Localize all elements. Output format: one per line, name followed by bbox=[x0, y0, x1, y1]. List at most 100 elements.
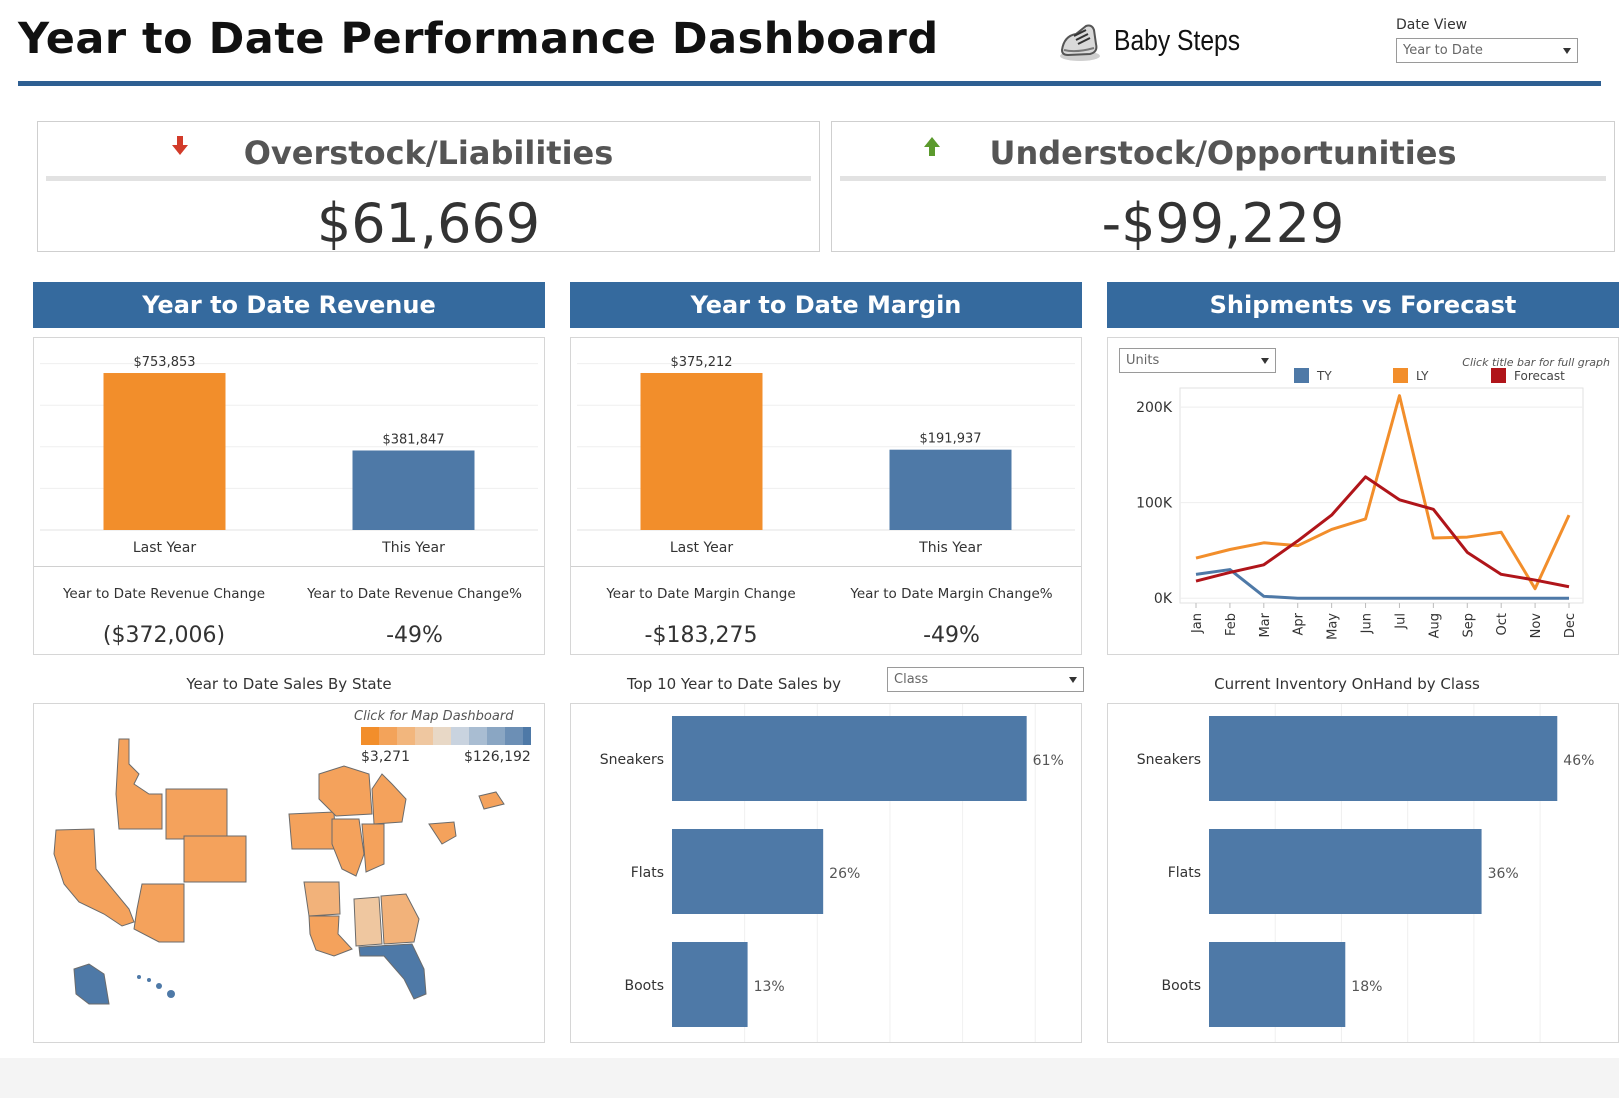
date-view-label: Date View bbox=[1396, 17, 1468, 33]
state-georgia[interactable] bbox=[380, 893, 420, 945]
shipments-title-bar[interactable]: Shipments vs Forecast bbox=[1107, 282, 1619, 328]
top10-bar-sneakers bbox=[672, 716, 1027, 801]
map-color-legend bbox=[361, 727, 531, 745]
shipments-panel: Units Click title bar for full graph TY L… bbox=[1107, 337, 1619, 655]
understock-title: Understock/Opportunities bbox=[989, 134, 1457, 172]
top10-category-label: Flats bbox=[631, 865, 664, 881]
state-illinois[interactable] bbox=[331, 818, 365, 877]
margin-title-bar[interactable]: Year to Date Margin bbox=[570, 282, 1082, 328]
kpi-divider bbox=[46, 176, 811, 181]
inventory-bar-sneakers bbox=[1209, 716, 1558, 801]
understock-value: -$99,229 bbox=[1101, 192, 1345, 255]
revenue-change-value: ($372,006) bbox=[102, 623, 226, 648]
state-michigan[interactable] bbox=[371, 773, 407, 825]
inventory-category-label: Flats bbox=[1168, 865, 1201, 881]
state-wisconsin[interactable] bbox=[318, 765, 373, 817]
top10-bar-flats bbox=[672, 829, 824, 914]
state-iowa[interactable] bbox=[288, 811, 337, 850]
legend-swatch-ly bbox=[1393, 368, 1408, 383]
legend-swatch-ty bbox=[1294, 368, 1309, 383]
revenue-category-label: This Year bbox=[381, 540, 445, 556]
revenue-panel: $753,853 Last Year $381,847 This Year Year … bbox=[33, 337, 545, 655]
x-tick-label: Jul bbox=[1393, 613, 1408, 630]
brand-logo: Baby Steps bbox=[1056, 20, 1262, 62]
class-select-value: Class bbox=[894, 672, 929, 687]
legend-min: $3,271 bbox=[361, 749, 410, 765]
top10-category-label: Boots bbox=[624, 978, 664, 994]
us-state-map[interactable] bbox=[34, 704, 544, 1042]
top10-value-label: 26% bbox=[829, 866, 860, 882]
state-massachusetts[interactable] bbox=[478, 791, 505, 810]
state-map-title: Year to Date Sales By State bbox=[186, 675, 392, 693]
state-maryland[interactable] bbox=[428, 821, 457, 845]
state-arizona[interactable] bbox=[133, 883, 185, 943]
revenue-bar-chart: $753,853 Last Year $381,847 This Year bbox=[40, 355, 538, 556]
legend-label-ly: LY bbox=[1416, 369, 1429, 383]
shipments-line-chart: TY LY Forecast 0K 100K 200K Jan Feb Mar Apr May Jun… bbox=[1136, 368, 1584, 640]
shoe-icon bbox=[1060, 24, 1100, 61]
dashboard-canvas: Year to Date Performance Dashboard Baby … bbox=[0, 0, 1619, 1058]
margin-panel: $375,212 Last Year $191,937 This Year Year … bbox=[570, 337, 1082, 655]
state-alaska[interactable] bbox=[73, 963, 110, 1005]
inventory-category-label: Boots bbox=[1161, 978, 1201, 994]
class-select[interactable]: Class bbox=[887, 667, 1084, 692]
revenue-change-pct-label: Year to Date Revenue Change% bbox=[307, 586, 522, 602]
inventory-value-label: 46% bbox=[1563, 753, 1594, 769]
x-tick-label: Feb bbox=[1224, 613, 1239, 636]
brand-name: Baby Steps bbox=[1114, 24, 1241, 57]
margin-change-pct-label: Year to Date Margin Change% bbox=[850, 586, 1053, 602]
legend-max: $126,192 bbox=[464, 749, 531, 765]
x-tick-label: Jun bbox=[1360, 613, 1375, 634]
map-dashboard-hint[interactable]: Click for Map Dashboard bbox=[354, 709, 514, 724]
x-tick-label: Apr bbox=[1292, 612, 1307, 635]
inventory-value-label: 18% bbox=[1351, 979, 1382, 995]
margin-change-label: Year to Date Margin Change bbox=[606, 586, 796, 602]
top10-bar-boots bbox=[672, 942, 748, 1027]
revenue-change-pct-value: -49% bbox=[386, 623, 443, 648]
state-colorado[interactable] bbox=[183, 835, 247, 883]
date-view-select[interactable]: Year to Date bbox=[1396, 38, 1578, 63]
y-tick-label: 0K bbox=[1154, 591, 1173, 607]
state-florida[interactable] bbox=[358, 943, 427, 1000]
y-tick-label: 100K bbox=[1136, 496, 1173, 512]
x-tick-label: Jan bbox=[1190, 613, 1205, 634]
overstock-title: Overstock/Liabilities bbox=[243, 134, 614, 172]
margin-category-label: Last Year bbox=[670, 540, 733, 556]
y-tick-label: 200K bbox=[1136, 400, 1173, 416]
state-map-panel[interactable]: Click for Map Dashboard $3,271 $126,192 bbox=[33, 703, 545, 1043]
legend-swatch-forecast bbox=[1491, 368, 1506, 383]
margin-bar-label: $375,212 bbox=[670, 355, 732, 370]
series-line-ty bbox=[1195, 568, 1569, 600]
page-title: Year to Date Performance Dashboard bbox=[18, 14, 939, 64]
understock-kpi[interactable]: Understock/Opportunities -$99,229 bbox=[831, 121, 1615, 255]
margin-category-label: This Year bbox=[918, 540, 982, 556]
top10-value-label: 13% bbox=[754, 979, 785, 995]
overstock-kpi[interactable]: Overstock/Liabilities $61,669 bbox=[37, 121, 820, 255]
state-louisiana[interactable] bbox=[308, 915, 353, 957]
overstock-value: $61,669 bbox=[316, 192, 541, 255]
revenue-bar-last-year bbox=[103, 373, 226, 530]
state-arkansas[interactable] bbox=[303, 881, 341, 917]
revenue-title-bar[interactable]: Year to Date Revenue bbox=[33, 282, 545, 328]
inventory-title: Current Inventory OnHand by Class bbox=[1214, 675, 1480, 693]
top10-value-label: 61% bbox=[1033, 753, 1064, 769]
state-idaho[interactable] bbox=[115, 738, 163, 830]
legend-label-ty: TY bbox=[1316, 369, 1332, 383]
top10-title: Top 10 Year to Date Sales by bbox=[627, 675, 841, 693]
x-tick-label: Mar bbox=[1258, 612, 1273, 637]
state-indiana[interactable] bbox=[361, 823, 385, 873]
revenue-bar-this-year bbox=[352, 450, 475, 530]
margin-bar-last-year bbox=[640, 372, 763, 530]
state-california[interactable] bbox=[53, 828, 135, 927]
state-wyoming[interactable] bbox=[165, 788, 228, 840]
measure-select[interactable]: Units bbox=[1119, 348, 1276, 373]
inventory-category-label: Sneakers bbox=[1137, 752, 1201, 768]
inventory-bar-flats bbox=[1209, 829, 1482, 914]
legend-label-forecast: Forecast bbox=[1514, 369, 1565, 383]
chevron-down-icon bbox=[1261, 357, 1269, 364]
plot-frame bbox=[1179, 387, 1584, 604]
title-rule bbox=[18, 81, 1601, 86]
top10-panel: Sneakers 61% Flats 26% Boots 13% bbox=[570, 703, 1082, 1043]
divider bbox=[34, 566, 544, 567]
state-alabama[interactable] bbox=[353, 896, 383, 947]
